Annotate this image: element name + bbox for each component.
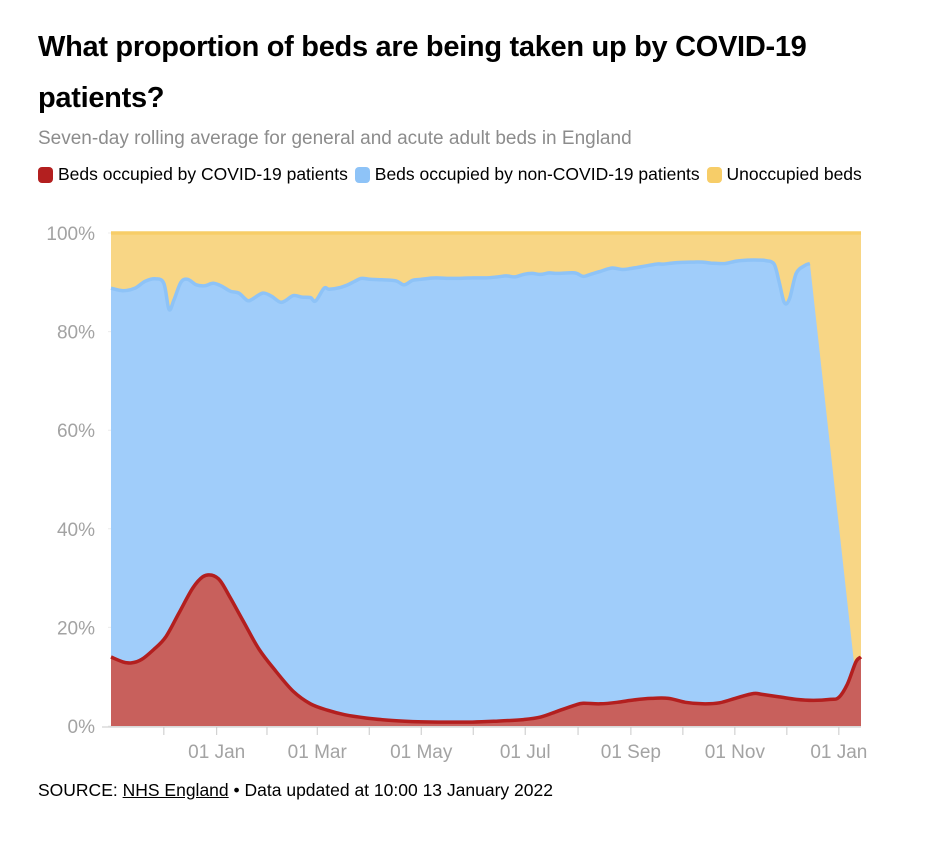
y-tick-label: 100% — [46, 224, 95, 245]
legend-swatch-covid — [38, 166, 53, 183]
legend-swatch-non-covid — [354, 166, 370, 183]
source-link[interactable]: NHS England — [122, 780, 229, 800]
legend-label-unoccupied: Unoccupied beds — [726, 164, 862, 184]
chart-subtitle: Seven-day rolling average for general an… — [38, 128, 632, 149]
chart-title: What proportion of beds are being taken … — [38, 31, 807, 114]
legend: Beds occupied by COVID-19 patients Beds … — [38, 163, 898, 189]
y-tick-label: 20% — [57, 618, 95, 639]
y-axis: 0% 20% 40% 60% 80% 100% — [46, 224, 95, 738]
x-tick-label: 01 Jan — [188, 742, 245, 763]
x-tick-label: 01 Jan — [810, 742, 867, 763]
legend-label-non-covid: Beds occupied by non-COVID-19 patients — [374, 164, 700, 184]
y-tick-label: 80% — [57, 323, 95, 344]
legend-item-non-covid[interactable]: Beds occupied by non-COVID-19 patients — [354, 163, 700, 186]
x-tick-label: 01 Jul — [500, 742, 551, 763]
source-suffix: • Data updated at 10:00 13 January 2022 — [228, 780, 553, 800]
line-covid — [110, 573, 863, 724]
legend-swatch-unoccupied — [706, 166, 722, 183]
area-covid — [111, 574, 861, 726]
y-tick-label: 0% — [68, 717, 96, 738]
x-tick-label: 01 Nov — [705, 742, 766, 763]
area-non-covid — [111, 260, 861, 726]
stacked-areas — [110, 231, 863, 726]
source-prefix: SOURCE: — [38, 780, 123, 800]
legend-item-covid[interactable]: Beds occupied by COVID-19 patients — [38, 163, 348, 186]
source-note: SOURCE: NHS England • Data updated at 10… — [38, 780, 553, 801]
x-tick-label: 01 May — [390, 742, 453, 763]
x-tick-label: 01 Mar — [288, 742, 348, 763]
legend-item-unoccupied[interactable]: Unoccupied beds — [706, 163, 862, 186]
line-non-covid — [110, 258, 811, 312]
legend-label-covid: Beds occupied by COVID-19 patients — [58, 164, 348, 184]
area-chart: 0%20%40%60%80%100% 01 Jan 01 Mar 01 May 01 … — [46, 224, 867, 763]
x-tick-label: 01 Sep — [601, 742, 661, 763]
x-axis: 01 Jan 01 Mar 01 May 01 Jul 01 Sep 01 Nov 01 J… — [102, 726, 867, 763]
y-tick-label: 60% — [57, 421, 95, 442]
y-tick-label: 40% — [57, 520, 95, 541]
